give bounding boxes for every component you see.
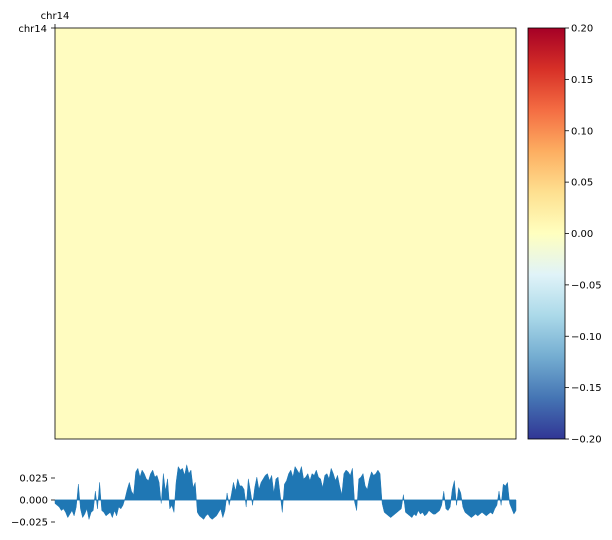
colorbar-tick-label: −0.05	[571, 280, 602, 291]
track-tick-label: −0.025	[11, 518, 48, 529]
track-y-ticks: 0.025 0.000 −0.025	[11, 474, 55, 529]
chrom-label-left: chr14	[18, 24, 47, 35]
track-tick-label: 0.000	[19, 496, 48, 507]
chrom-label-top: chr14	[41, 11, 70, 22]
colorbar-tick-label: −0.10	[571, 332, 602, 343]
colorbar-tick-label: −0.15	[571, 383, 602, 394]
colorbar-tick-label: 0.15	[571, 75, 593, 86]
insulation-track	[54, 464, 517, 520]
track-tick-label: 0.025	[19, 474, 48, 485]
colorbar-tick-label: 0.05	[571, 178, 593, 189]
colorbar-tick-label: 0.10	[571, 126, 593, 137]
colorbar-tick-label: 0.00	[571, 229, 593, 240]
colorbar-tick-label: 0.20	[571, 24, 593, 35]
colorbar-tick-label: −0.20	[571, 435, 602, 446]
heatmap-matrix	[54, 27, 517, 440]
colorbar-ticks: 0.20 0.15 0.10 0.05 0.00 −0.05 −0.10 −0.15 −0.20	[565, 24, 602, 446]
colorbar	[527, 27, 566, 440]
